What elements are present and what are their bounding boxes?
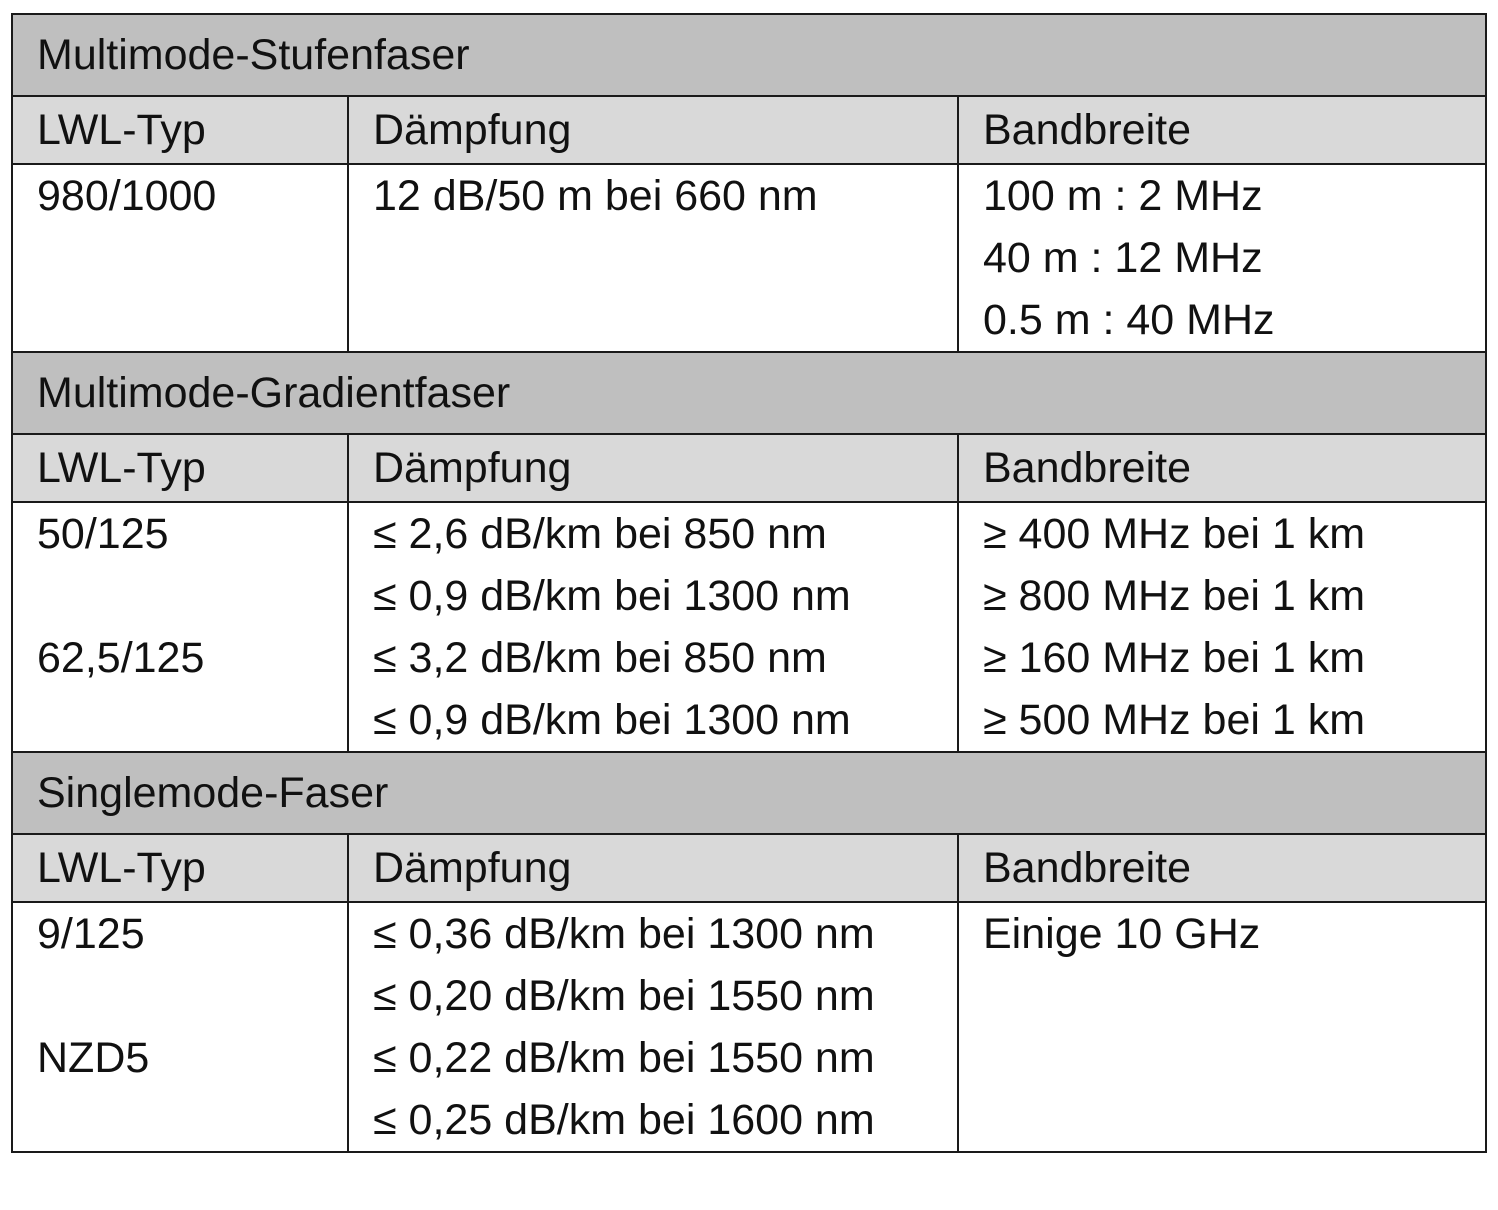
header-daempfung: Dämpfung	[347, 433, 959, 503]
attenuation-cell: ≤ 2,6 dB/km bei 850 nm ≤ 0,9 dB/km bei 1…	[347, 501, 959, 753]
attenuation-value: ≤ 0,22 dB/km bei 1550 nm	[373, 1034, 875, 1082]
attenuation-value: ≤ 2,6 dB/km bei 850 nm	[373, 510, 827, 558]
column-header-row: LWL-Typ Dämpfung Bandbreite	[11, 833, 1488, 903]
attenuation-value: ≤ 0,9 dB/km bei 1300 nm	[373, 696, 851, 744]
data-row: 980/1000 12 dB/50 m bei 660 nm 100 m : 2…	[11, 163, 1488, 353]
type-value: 9/125	[37, 910, 145, 958]
bandwidth-cell: 100 m : 2 MHz 40 m : 12 MHz 0.5 m : 40 M…	[956, 163, 1488, 353]
attenuation-cell: ≤ 0,36 dB/km bei 1300 nm ≤ 0,20 dB/km be…	[347, 901, 959, 1153]
header-bandbreite: Bandbreite	[956, 433, 1488, 503]
section-title: Multimode-Gradientfaser	[10, 351, 1488, 435]
attenuation-value: ≤ 0,9 dB/km bei 1300 nm	[373, 572, 851, 620]
type-value: 980/1000	[37, 172, 217, 220]
header-daempfung: Dämpfung	[347, 95, 959, 165]
data-row: 9/125 NZD5 ≤ 0,36 dB/km bei 1300 nm ≤ 0,…	[11, 901, 1488, 1153]
bandwidth-value: ≥ 160 MHz bei 1 km	[983, 634, 1366, 682]
type-value: NZD5	[37, 1034, 150, 1082]
bandwidth-cell: ≥ 400 MHz bei 1 km ≥ 800 MHz bei 1 km ≥ …	[956, 501, 1488, 753]
bandwidth-value: 100 m : 2 MHz	[983, 172, 1263, 220]
section-title: Singlemode-Faser	[10, 751, 1488, 835]
column-header-row: LWL-Typ Dämpfung Bandbreite	[11, 433, 1488, 503]
bandwidth-value: Einige 10 GHz	[983, 910, 1261, 958]
section-title-row: Singlemode-Faser	[10, 751, 1488, 835]
attenuation-value: 12 dB/50 m bei 660 nm	[373, 172, 818, 220]
attenuation-value: ≤ 0,36 dB/km bei 1300 nm	[373, 910, 875, 958]
column-header-row: LWL-Typ Dämpfung Bandbreite	[11, 95, 1488, 165]
bandwidth-value: 40 m : 12 MHz	[983, 234, 1263, 282]
bandwidth-value: ≥ 400 MHz bei 1 km	[983, 510, 1366, 558]
type-cell: 980/1000	[11, 163, 349, 353]
bandwidth-value: ≥ 800 MHz bei 1 km	[983, 572, 1366, 620]
header-bandbreite: Bandbreite	[956, 95, 1488, 165]
type-value	[37, 965, 346, 1027]
bandwidth-value: ≥ 500 MHz bei 1 km	[983, 696, 1366, 744]
header-lwl-typ: LWL-Typ	[11, 833, 349, 903]
type-value: 62,5/125	[37, 634, 205, 682]
header-bandbreite: Bandbreite	[956, 833, 1488, 903]
attenuation-value: ≤ 0,20 dB/km bei 1550 nm	[373, 972, 875, 1020]
attenuation-value: ≤ 0,25 dB/km bei 1600 nm	[373, 1096, 875, 1144]
attenuation-cell: 12 dB/50 m bei 660 nm	[347, 163, 959, 353]
section-title-row: Multimode-Stufenfaser	[10, 13, 1488, 97]
data-row: 50/125 62,5/125 ≤ 2,6 dB/km bei 850 nm ≤…	[11, 501, 1488, 753]
fiber-spec-table: Multimode-Stufenfaser LWL-Typ Dämpfung B…	[10, 13, 1488, 1153]
type-value: 50/125	[37, 510, 169, 558]
header-daempfung: Dämpfung	[347, 833, 959, 903]
type-cell: 50/125 62,5/125	[11, 501, 349, 753]
section-title: Multimode-Stufenfaser	[10, 13, 1488, 97]
header-lwl-typ: LWL-Typ	[11, 95, 349, 165]
header-lwl-typ: LWL-Typ	[11, 433, 349, 503]
type-value	[37, 565, 346, 627]
bandwidth-value: 0.5 m : 40 MHz	[983, 296, 1275, 344]
attenuation-value: ≤ 3,2 dB/km bei 850 nm	[373, 634, 827, 682]
type-cell: 9/125 NZD5	[11, 901, 349, 1153]
section-title-row: Multimode-Gradientfaser	[10, 351, 1488, 435]
bandwidth-cell: Einige 10 GHz	[956, 901, 1488, 1153]
